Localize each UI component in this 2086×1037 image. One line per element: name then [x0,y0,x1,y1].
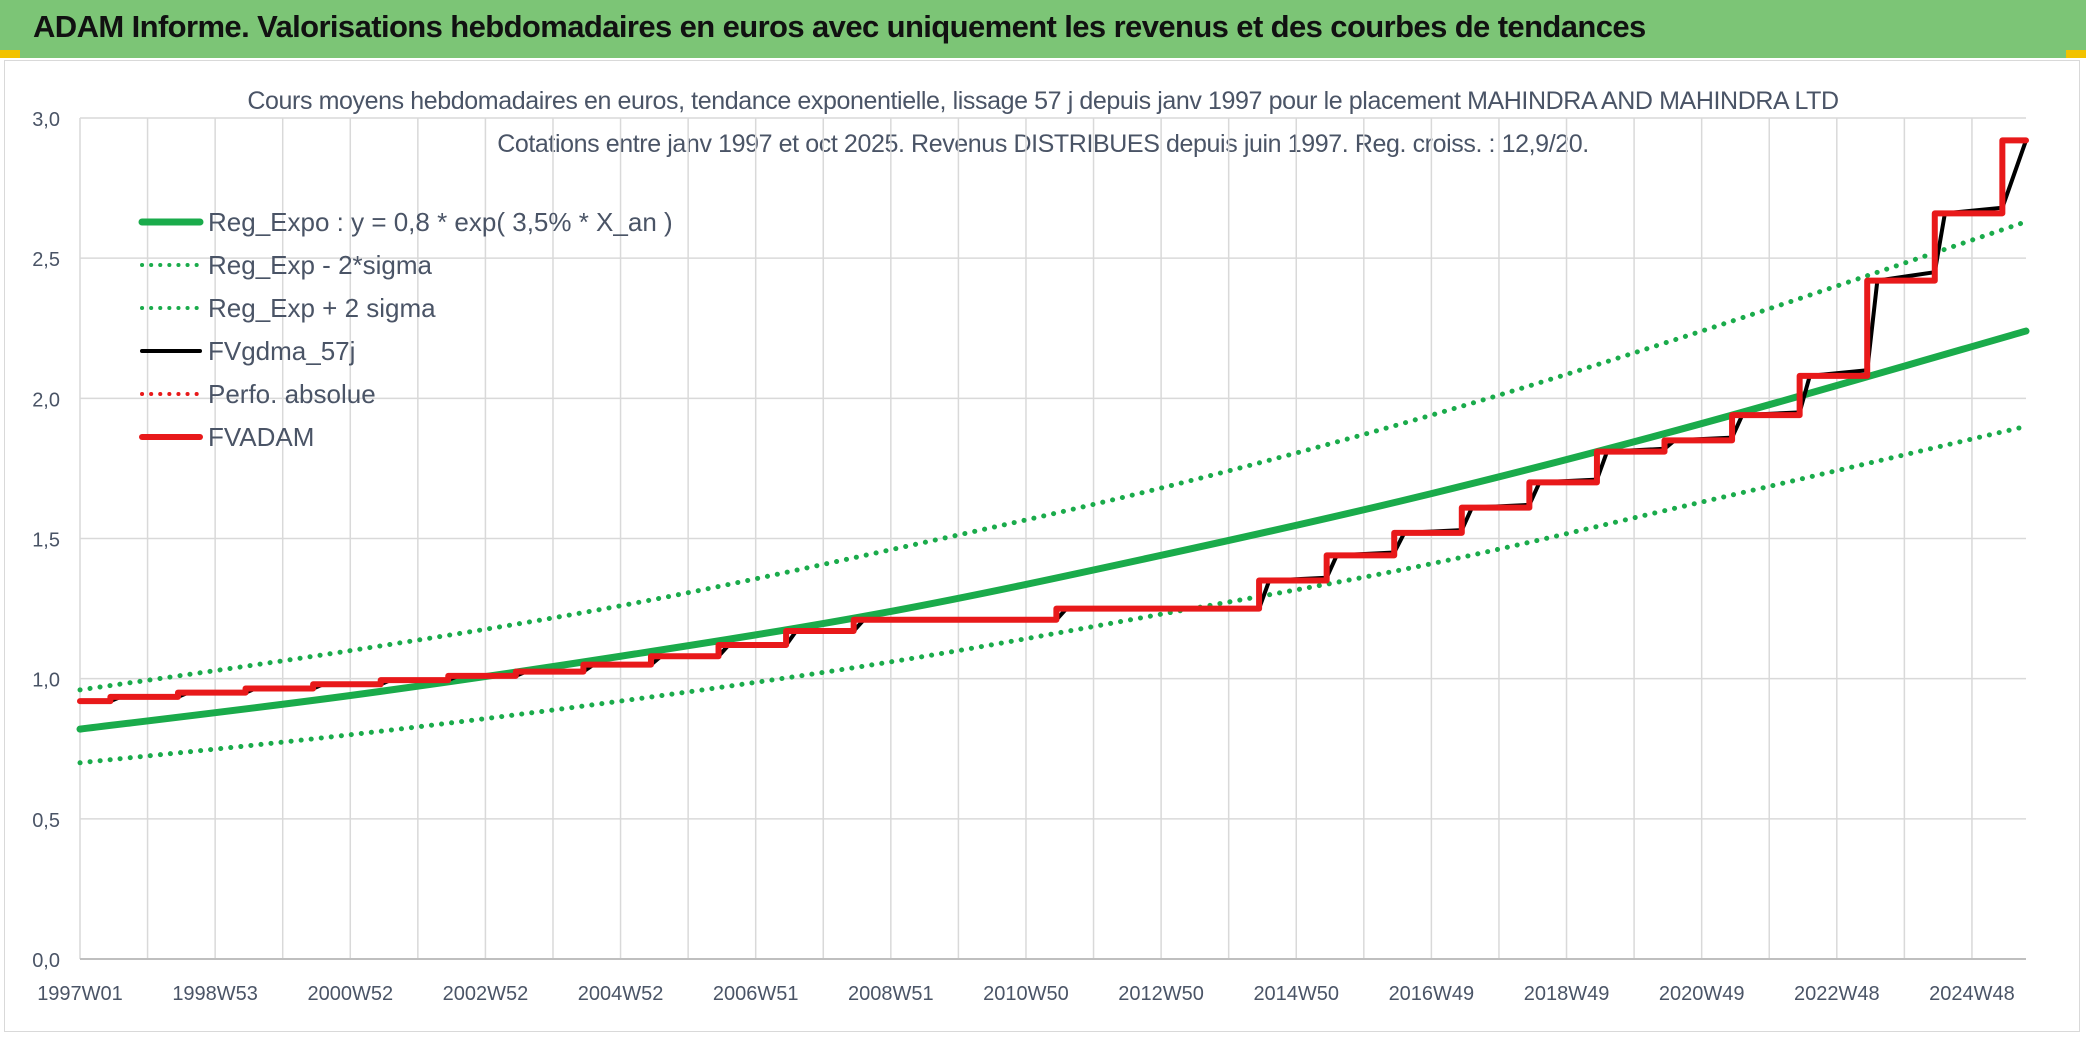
y-tick-label: 1,0 [32,670,60,692]
x-tick-label: 1998W53 [172,983,258,1005]
legend-label: Reg_Expo : y = 0,8 * exp( 3,5% * X_an ) [208,207,673,237]
x-tick-label: 2014W50 [1253,983,1339,1005]
x-tick-label: 2008W51 [848,983,934,1005]
y-tick-label: 2,5 [32,249,60,271]
x-tick-label: 2018W49 [1524,983,1610,1005]
legend-label: Reg_Exp + 2 sigma [208,293,436,323]
x-tick-label: 1997W01 [37,983,123,1005]
x-tick-label: 2020W49 [1659,983,1745,1005]
x-tick-label: 2022W48 [1794,983,1880,1005]
legend-label: FVADAM [208,422,314,452]
legend: Reg_Expo : y = 0,8 * exp( 3,5% * X_an ) R… [142,207,673,452]
x-tick-label: 2010W50 [983,983,1069,1005]
x-tick-label: 2006W51 [713,983,799,1005]
x-tick-label: 2024W48 [1929,983,2015,1005]
x-tick-label: 2000W52 [307,983,393,1005]
legend-label: FVgdma_57j [208,336,355,366]
axis-layer: 0,0 0,5 1,0 1,5 2,0 2,5 3,0 1997W01 1998W53 2000W… [32,109,2026,1005]
grid-layer [80,118,2026,959]
y-tick-label: 0,5 [32,810,60,832]
legend-label: Reg_Exp - 2*sigma [208,250,433,280]
y-tick-label: 0,0 [32,950,60,972]
x-tick-label: 2016W49 [1389,983,1475,1005]
legend-label: Perfo. absolue [208,379,376,409]
y-tick-label: 1,5 [32,530,60,552]
series-line-1 [80,426,2026,762]
x-tick-label: 2002W52 [443,983,529,1005]
x-tick-label: 2012W50 [1118,983,1204,1005]
x-tick-label: 2004W52 [578,983,664,1005]
y-tick-label: 2,0 [32,389,60,411]
y-tick-label: 3,0 [32,109,60,131]
